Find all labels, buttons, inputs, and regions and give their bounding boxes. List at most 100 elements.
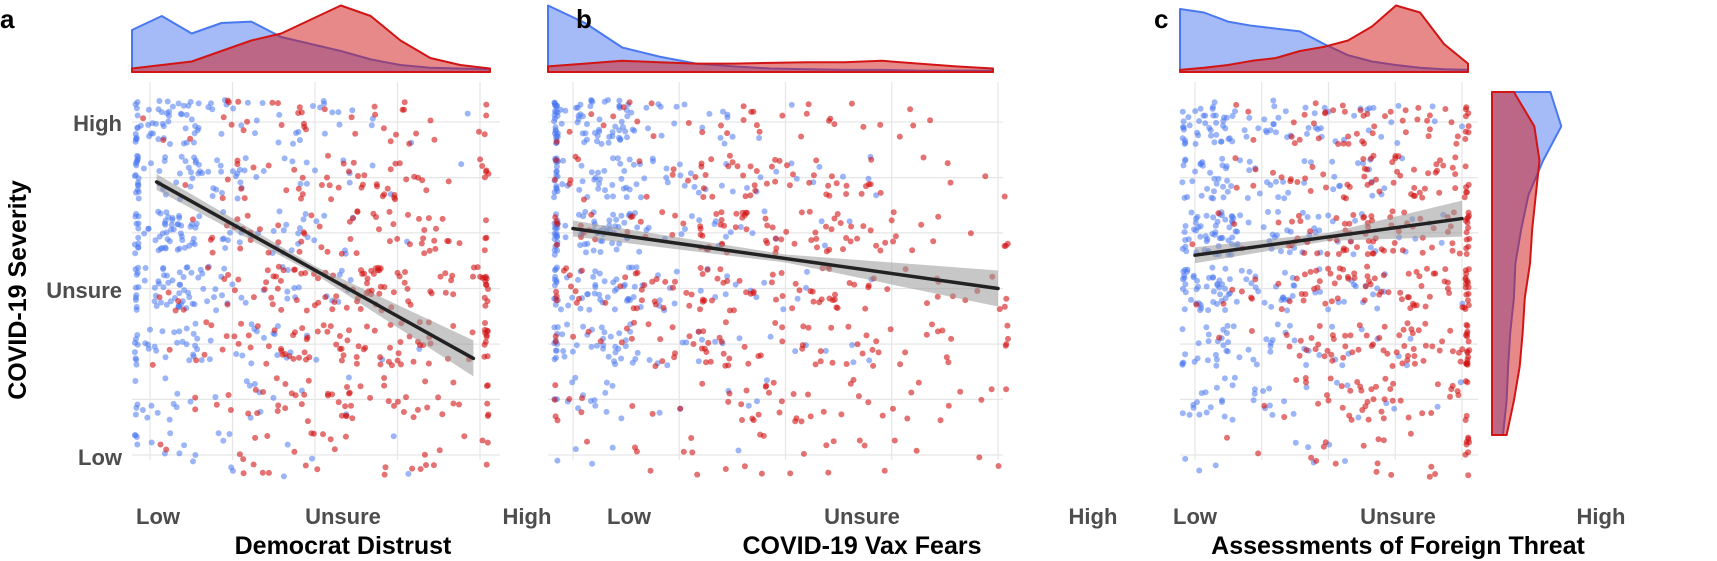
density-y-red xyxy=(1491,91,1541,436)
data-point xyxy=(1220,326,1227,333)
data-point xyxy=(482,302,489,309)
data-point xyxy=(253,117,260,124)
data-point xyxy=(745,402,752,409)
data-point xyxy=(1401,343,1408,349)
data-point xyxy=(155,208,162,215)
data-point xyxy=(1004,240,1011,247)
data-point xyxy=(609,129,616,136)
data-point xyxy=(791,240,798,247)
data-point xyxy=(195,100,202,107)
data-point xyxy=(137,122,144,129)
data-point xyxy=(1213,131,1220,138)
data-point xyxy=(566,272,573,279)
data-point xyxy=(621,219,628,226)
data-point xyxy=(945,359,952,366)
data-point xyxy=(390,289,397,296)
data-point xyxy=(778,398,785,405)
data-point xyxy=(1402,129,1409,136)
data-point xyxy=(1455,392,1462,399)
data-point xyxy=(296,137,303,144)
data-point xyxy=(396,160,403,167)
data-point xyxy=(331,299,338,305)
data-point xyxy=(1449,240,1456,247)
data-point xyxy=(763,180,770,187)
data-point xyxy=(1224,188,1231,195)
data-point xyxy=(634,118,641,125)
data-point xyxy=(618,415,625,422)
data-point xyxy=(1228,183,1235,189)
data-point xyxy=(346,327,352,334)
data-point xyxy=(1267,182,1274,188)
data-point xyxy=(1219,155,1226,162)
data-point xyxy=(1290,119,1297,126)
data-point xyxy=(688,291,695,298)
data-point xyxy=(1324,251,1331,257)
data-point xyxy=(335,184,342,191)
data-point xyxy=(788,160,795,167)
data-point xyxy=(1230,215,1237,222)
data-point xyxy=(1212,222,1219,229)
data-point xyxy=(484,413,491,419)
data-point xyxy=(764,222,771,229)
data-point xyxy=(1462,163,1469,170)
data-point xyxy=(778,236,785,243)
data-point xyxy=(132,378,139,384)
data-point xyxy=(725,163,732,170)
data-point xyxy=(156,98,163,104)
data-point xyxy=(214,157,221,164)
data-point xyxy=(725,398,732,405)
data-point xyxy=(1371,123,1378,130)
data-point xyxy=(768,279,775,286)
data-point xyxy=(902,349,909,356)
data-point xyxy=(376,290,383,297)
data-point xyxy=(364,323,370,330)
data-point xyxy=(930,238,937,245)
data-point xyxy=(729,159,736,166)
data-point xyxy=(822,347,829,354)
data-point xyxy=(584,438,590,445)
data-point xyxy=(481,326,488,333)
data-point xyxy=(688,435,695,441)
data-point xyxy=(247,344,254,351)
data-point xyxy=(1411,166,1417,173)
data-point xyxy=(1461,194,1468,201)
data-point xyxy=(167,430,174,437)
data-point xyxy=(591,129,598,136)
data-point xyxy=(1194,129,1201,136)
data-point xyxy=(820,408,827,415)
data-point xyxy=(700,185,707,192)
data-point xyxy=(1415,104,1422,111)
data-point xyxy=(329,306,336,313)
data-point xyxy=(1269,411,1276,418)
data-point xyxy=(1186,122,1193,129)
data-point xyxy=(1292,439,1299,446)
data-point xyxy=(934,328,941,335)
data-point xyxy=(601,278,608,285)
data-point xyxy=(618,212,625,219)
data-point xyxy=(937,417,944,424)
data-point xyxy=(711,221,718,227)
data-point xyxy=(620,185,627,192)
data-point xyxy=(296,354,302,361)
data-point xyxy=(1360,160,1367,167)
data-point xyxy=(703,359,709,366)
data-point xyxy=(551,276,558,283)
data-point xyxy=(1287,176,1294,183)
data-point xyxy=(1355,160,1361,167)
data-point xyxy=(1419,410,1426,417)
data-point xyxy=(169,277,176,284)
data-point xyxy=(179,237,186,244)
data-point xyxy=(860,123,867,130)
data-point xyxy=(1205,307,1212,314)
data-point xyxy=(1270,169,1276,176)
data-point xyxy=(1284,227,1291,234)
data-point xyxy=(1182,243,1189,250)
data-point xyxy=(882,239,889,246)
data-point xyxy=(291,166,298,173)
data-point xyxy=(1220,194,1227,201)
data-point xyxy=(757,431,764,438)
data-point xyxy=(828,173,835,180)
data-point xyxy=(616,330,623,337)
data-point xyxy=(683,289,690,296)
data-point xyxy=(1350,212,1357,218)
